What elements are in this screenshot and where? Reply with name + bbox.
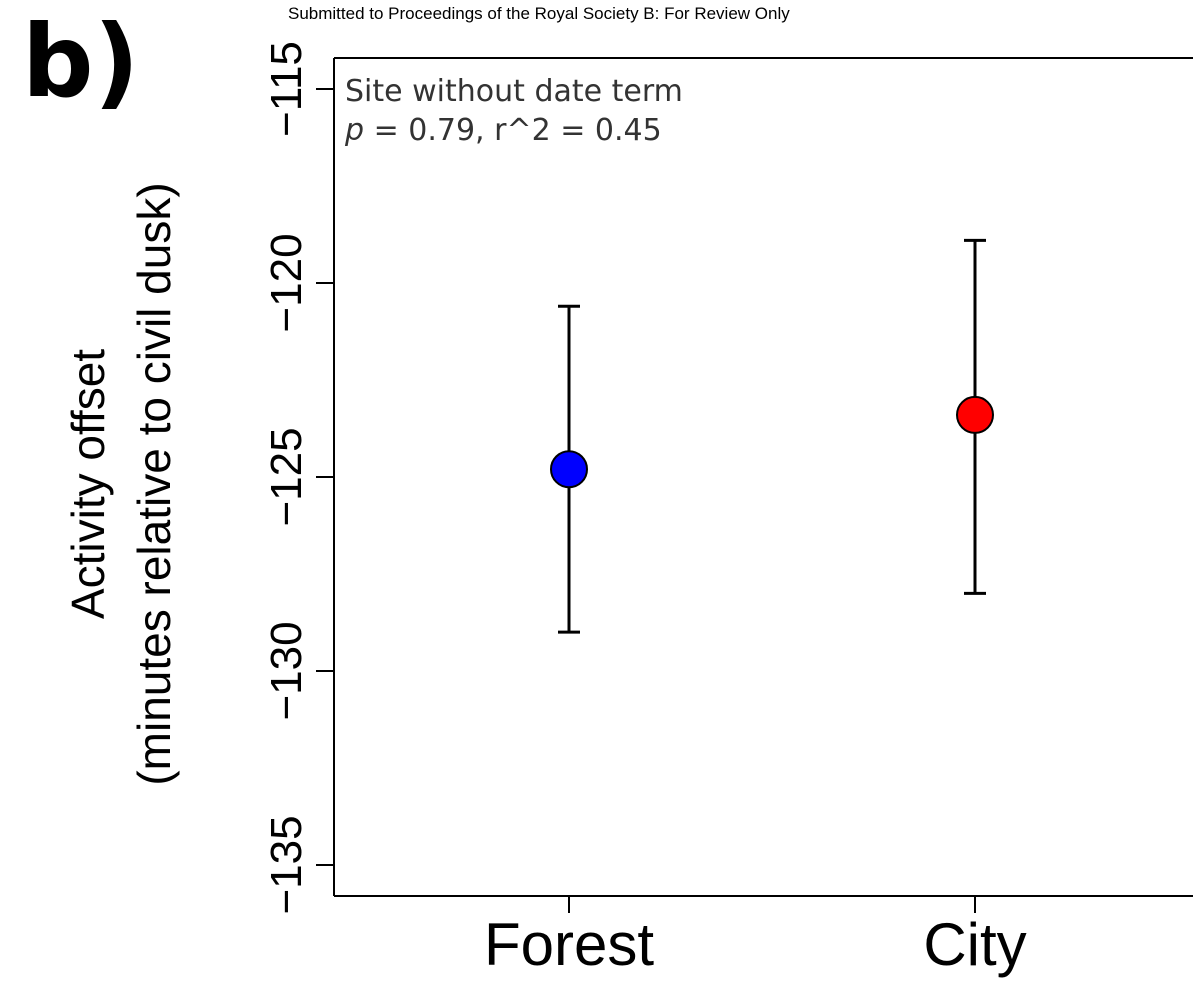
- panel-label: b): [22, 3, 139, 120]
- data-point: [550, 450, 588, 489]
- x-axis: Forest City: [484, 896, 1027, 978]
- y-tick-label: −120: [262, 233, 311, 332]
- y-axis-label-line1: Activity offset: [62, 349, 114, 619]
- annotation-line1: Site without date term: [345, 74, 683, 109]
- y-tick-label: −130: [262, 621, 311, 720]
- annotation-line2: p = 0.79, r^2 = 0.45: [344, 113, 662, 148]
- y-tick-label: −135: [262, 815, 311, 914]
- annotation-p-symbol: p: [344, 113, 364, 148]
- data-point: [956, 395, 994, 434]
- data-marks: [550, 238, 994, 634]
- x-tick-label: City: [923, 911, 1026, 978]
- y-axis-label-line2: (minutes relative to civil dusk): [128, 182, 180, 785]
- y-axis: −115 −120 −125 −130 −135: [262, 41, 334, 915]
- document-header: Submitted to Proceedings of the Royal So…: [288, 4, 790, 23]
- x-tick-label: Forest: [484, 911, 654, 978]
- annotation-stats: = 0.79, r^2 = 0.45: [364, 113, 662, 148]
- y-tick-label: −125: [262, 427, 311, 526]
- y-tick-label: −115: [262, 41, 311, 137]
